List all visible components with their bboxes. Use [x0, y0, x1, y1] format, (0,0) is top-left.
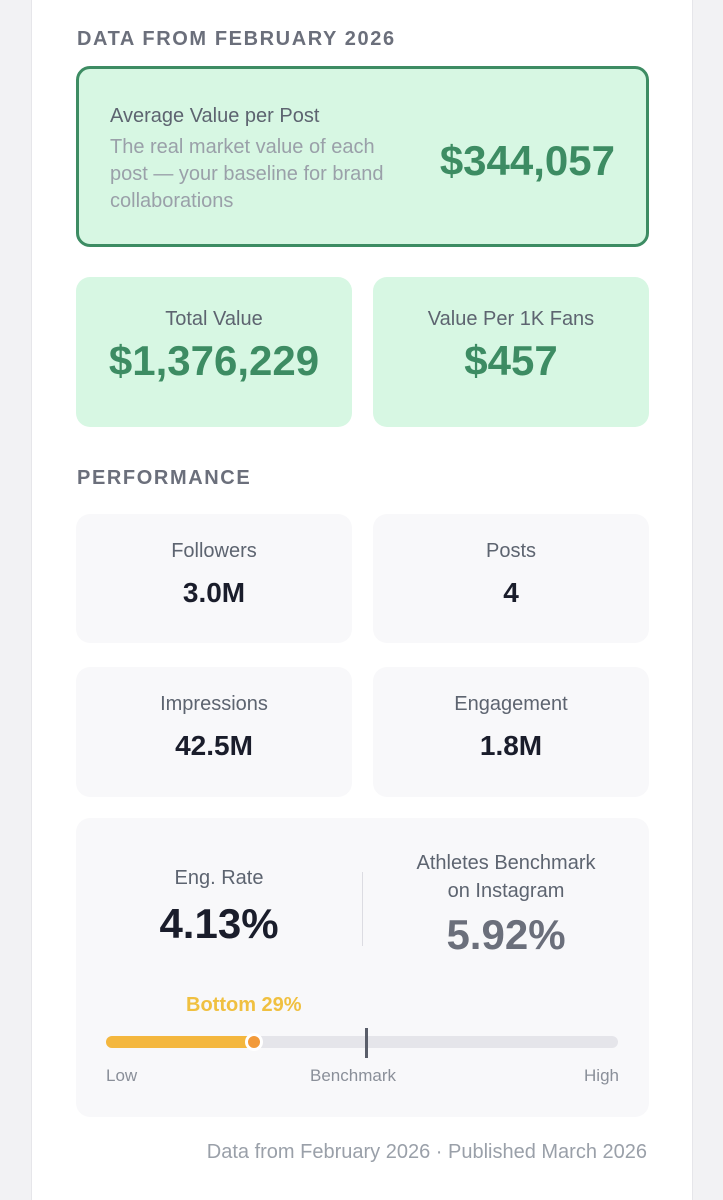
total-value-label: Total Value [165, 308, 263, 330]
report-panel: DATA FROM FEBRUARY 2026 Average Value pe… [31, 0, 693, 1200]
performance-label: PERFORMANCE [77, 467, 252, 489]
benchmark-block: Athletes Benchmark on Instagram 5.92% [363, 849, 649, 959]
followers-value: 3.0M [182, 577, 246, 608]
avg-value-description: The real market value of each post — you… [110, 136, 384, 212]
eng-rate-label: Eng. Rate [174, 867, 264, 889]
rate-progress-fill [106, 1036, 254, 1048]
impressions-card: Impressions 42.5M [76, 667, 352, 797]
rate-position-marker [245, 1033, 263, 1051]
value-per-1k-label: Value Per 1K Fans [427, 308, 595, 330]
engagement-label: Engagement [454, 693, 568, 715]
avg-value-title: Average Value per Post [110, 105, 320, 127]
total-value-amount: $1,376,229 [108, 337, 320, 384]
benchmark-marker [365, 1028, 368, 1058]
benchmark-label-line2: on Instagram [447, 880, 565, 902]
footer-note: Data from February 2026 · Published Marc… [206, 1141, 647, 1163]
followers-label: Followers [171, 540, 257, 562]
value-per-1k-amount: $457 [464, 337, 558, 384]
percentile-tag: Bottom 29% [186, 994, 302, 1016]
posts-card: Posts 4 [373, 514, 649, 643]
engagement-rate-card: Eng. Rate 4.13% Athletes Benchmark on In… [76, 818, 649, 1117]
engagement-value: 1.8M [479, 730, 543, 761]
eng-rate-block: Eng. Rate 4.13% [76, 864, 362, 948]
posts-value: 4 [503, 577, 519, 608]
followers-card: Followers 3.0M [76, 514, 352, 643]
benchmark-value: 5.92% [446, 911, 566, 958]
data-period-label: DATA FROM FEBRUARY 2026 [77, 28, 396, 50]
scale-benchmark-label: Benchmark [310, 1066, 396, 1085]
impressions-label: Impressions [160, 693, 268, 715]
impressions-value: 42.5M [175, 730, 253, 761]
total-value-card: Total Value $1,376,229 [76, 277, 352, 427]
avg-value-amount: $344,057 [439, 137, 615, 184]
engagement-card: Engagement 1.8M [373, 667, 649, 797]
scale-high-label: High [584, 1066, 619, 1085]
value-per-1k-card: Value Per 1K Fans $457 [373, 277, 649, 427]
benchmark-label-line1: Athletes Benchmark [416, 852, 596, 874]
eng-rate-value: 4.13% [159, 900, 279, 947]
scale-low-label: Low [106, 1066, 138, 1085]
avg-value-card: Average Value per Post The real market v… [76, 66, 649, 247]
rate-divider [362, 872, 363, 946]
benchmark-track [106, 1028, 618, 1058]
posts-label: Posts [485, 540, 537, 562]
